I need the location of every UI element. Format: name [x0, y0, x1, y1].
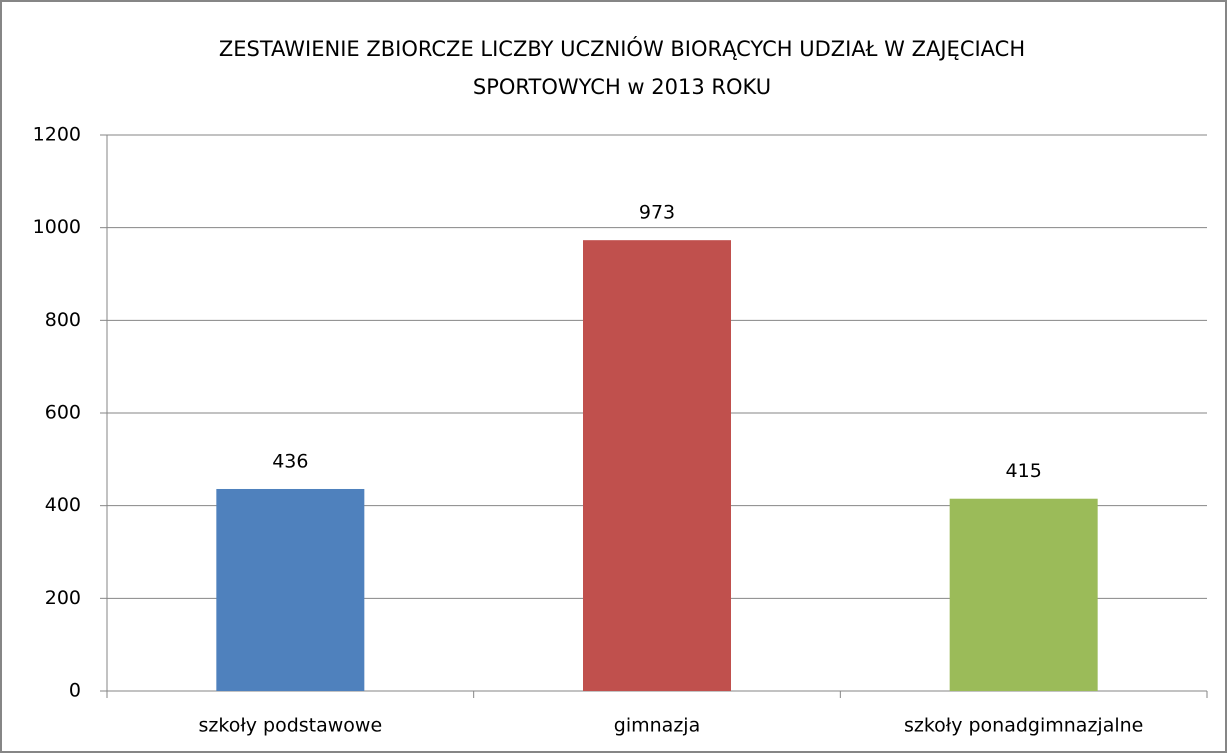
- y-tick-label: 1000: [33, 216, 81, 238]
- data-label: 973: [639, 202, 675, 224]
- y-tick-label: 200: [45, 587, 81, 609]
- bar: [583, 240, 731, 691]
- x-tick-label: gimnazja: [614, 715, 700, 737]
- y-tick-label: 600: [45, 402, 81, 424]
- y-tick-label: 1200: [33, 124, 81, 146]
- y-tick-label: 400: [45, 494, 81, 516]
- chart-title: SPORTOWYCH w 2013 ROKU: [473, 75, 771, 99]
- bar: [949, 498, 1098, 691]
- chart-title: ZESTAWIENIE ZBIORCZE LICZBY UCZNIÓW BIOR…: [219, 36, 1025, 61]
- data-label: 436: [272, 450, 308, 472]
- bar: [216, 488, 365, 691]
- x-tick-label: szkoły podstawowe: [199, 715, 383, 737]
- y-tick-label: 800: [45, 309, 81, 331]
- y-tick-label: 0: [69, 680, 81, 702]
- x-tick-label: szkoły ponadgimnazjalne: [904, 715, 1143, 737]
- data-label: 415: [1006, 460, 1042, 482]
